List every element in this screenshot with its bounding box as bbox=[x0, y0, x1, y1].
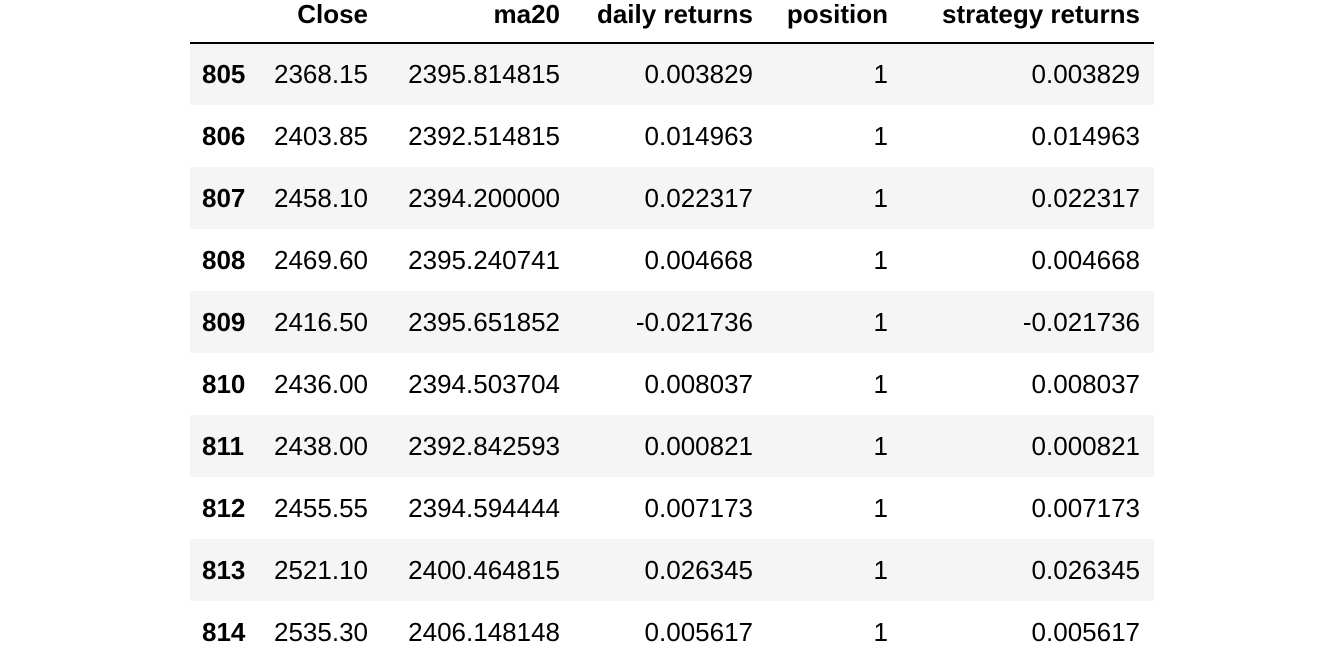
cell-close: 2521.10 bbox=[274, 554, 368, 585]
cell-daily-returns: -0.021736 bbox=[635, 306, 753, 337]
cell-position: 1 bbox=[873, 430, 888, 461]
cell-position: 1 bbox=[873, 616, 888, 647]
table-row: 812 2455.55 2394.594444 0.007173 1 0.007173 bbox=[190, 477, 1154, 539]
row-index: 813 bbox=[202, 554, 246, 585]
row-index: 809 bbox=[202, 306, 246, 337]
row-index: 808 bbox=[202, 244, 246, 275]
cell-close: 2535.30 bbox=[274, 616, 368, 647]
table-row: 806 2403.85 2392.514815 0.014963 1 0.014963 bbox=[190, 105, 1154, 167]
cell-ma20: 2400.464815 bbox=[408, 554, 560, 585]
row-index: 805 bbox=[202, 59, 246, 89]
row-index: 812 bbox=[202, 492, 246, 523]
cell-daily-returns: 0.014963 bbox=[644, 120, 753, 151]
table-row: 807 2458.10 2394.200000 0.022317 1 0.022317 bbox=[190, 167, 1154, 229]
cell-ma20: 2394.503704 bbox=[408, 368, 560, 399]
table-row: 809 2416.50 2395.651852 -0.021736 1 -0.021736 bbox=[190, 291, 1154, 353]
cell-daily-returns: 0.004668 bbox=[644, 244, 753, 275]
table-body: 805 2368.15 2395.814815 0.003829 1 0.003829 80… bbox=[190, 43, 1154, 663]
cell-position: 1 bbox=[873, 492, 888, 523]
table-row: 810 2436.00 2394.503704 0.008037 1 0.008037 bbox=[190, 353, 1154, 415]
cell-ma20: 2392.842593 bbox=[408, 430, 560, 461]
cell-position: 1 bbox=[873, 368, 888, 399]
cell-strategy-returns: 0.004668 bbox=[1031, 244, 1140, 275]
cell-close: 2403.85 bbox=[274, 120, 368, 151]
dataframe-table: Close ma20 daily returns position strate… bbox=[190, 0, 1154, 663]
cell-daily-returns: 0.005617 bbox=[644, 616, 753, 647]
table-row: 813 2521.10 2400.464815 0.026345 1 0.026345 bbox=[190, 539, 1154, 601]
cell-position: 1 bbox=[873, 120, 888, 151]
cell-close: 2455.55 bbox=[274, 492, 368, 523]
cell-ma20: 2392.514815 bbox=[408, 120, 560, 151]
header-close: Close bbox=[297, 0, 368, 29]
cell-strategy-returns: 0.003829 bbox=[1031, 59, 1140, 89]
cell-close: 2458.10 bbox=[274, 182, 368, 213]
cell-ma20: 2395.651852 bbox=[408, 306, 560, 337]
cell-daily-returns: 0.000821 bbox=[644, 430, 753, 461]
table-row: 805 2368.15 2395.814815 0.003829 1 0.003829 bbox=[190, 43, 1154, 105]
cell-ma20: 2406.148148 bbox=[408, 616, 560, 647]
row-index: 806 bbox=[202, 120, 246, 151]
cell-ma20: 2395.240741 bbox=[408, 244, 560, 275]
cell-close: 2438.00 bbox=[274, 430, 368, 461]
cell-ma20: 2394.200000 bbox=[408, 182, 560, 213]
cell-close: 2416.50 bbox=[274, 306, 368, 337]
row-index: 811 bbox=[202, 430, 244, 461]
row-index: 814 bbox=[202, 616, 246, 647]
cell-strategy-returns: 0.005617 bbox=[1031, 616, 1140, 647]
cell-strategy-returns: 0.007173 bbox=[1031, 492, 1140, 523]
cell-strategy-returns: 0.000821 bbox=[1031, 430, 1140, 461]
cell-strategy-returns: 0.014963 bbox=[1031, 120, 1140, 151]
row-index: 810 bbox=[202, 368, 246, 399]
cell-strategy-returns: 0.026345 bbox=[1031, 554, 1140, 585]
cell-position: 1 bbox=[873, 244, 888, 275]
cell-strategy-returns: -0.021736 bbox=[1022, 306, 1140, 337]
header-strategy-returns: strategy returns bbox=[942, 0, 1140, 29]
cell-daily-returns: 0.007173 bbox=[644, 492, 753, 523]
cell-daily-returns: 0.022317 bbox=[644, 182, 753, 213]
header-ma20: ma20 bbox=[493, 0, 561, 29]
cell-ma20: 2395.814815 bbox=[408, 59, 560, 89]
cell-position: 1 bbox=[873, 554, 888, 585]
cell-strategy-returns: 0.022317 bbox=[1031, 182, 1140, 213]
cell-close: 2436.00 bbox=[274, 368, 368, 399]
cell-close: 2469.60 bbox=[274, 244, 368, 275]
cell-daily-returns: 0.026345 bbox=[644, 554, 753, 585]
row-index: 807 bbox=[202, 182, 246, 213]
header-row: Close ma20 daily returns position strate… bbox=[190, 0, 1154, 43]
header-daily-returns: daily returns bbox=[596, 0, 753, 29]
cell-daily-returns: 0.008037 bbox=[644, 368, 753, 399]
cell-close: 2368.15 bbox=[274, 59, 368, 89]
header-index bbox=[190, 0, 264, 43]
header-position: position bbox=[786, 0, 888, 29]
cell-ma20: 2394.594444 bbox=[408, 492, 560, 523]
table-header: Close ma20 daily returns position strate… bbox=[190, 0, 1154, 43]
cell-strategy-returns: 0.008037 bbox=[1031, 368, 1140, 399]
cell-position: 1 bbox=[873, 182, 888, 213]
cell-position: 1 bbox=[873, 59, 888, 89]
table-row: 808 2469.60 2395.240741 0.004668 1 0.004668 bbox=[190, 229, 1154, 291]
table-row: 811 2438.00 2392.842593 0.000821 1 0.000821 bbox=[190, 415, 1154, 477]
dataframe-output: Close ma20 daily returns position strate… bbox=[190, 0, 1154, 663]
table-row: 814 2535.30 2406.148148 0.005617 1 0.005617 bbox=[190, 601, 1154, 663]
cell-position: 1 bbox=[873, 306, 888, 337]
cell-daily-returns: 0.003829 bbox=[644, 59, 753, 89]
